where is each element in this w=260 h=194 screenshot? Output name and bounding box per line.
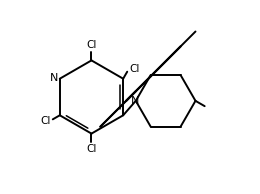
Text: N: N xyxy=(50,73,58,83)
Text: Cl: Cl xyxy=(129,64,140,74)
Text: Cl: Cl xyxy=(86,40,97,50)
Text: N: N xyxy=(131,96,139,107)
Text: Cl: Cl xyxy=(86,144,97,154)
Text: Cl: Cl xyxy=(40,116,51,126)
